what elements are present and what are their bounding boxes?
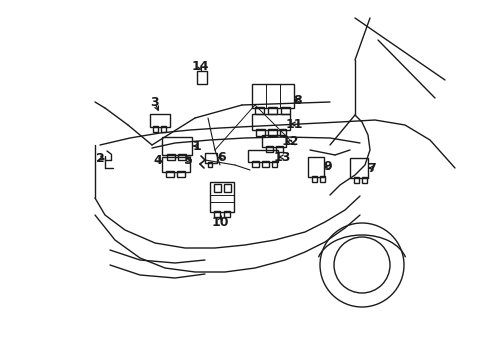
Text: 3: 3	[150, 96, 159, 109]
Bar	[267, 107, 276, 114]
Text: 7: 7	[367, 162, 376, 175]
Bar	[262, 135, 285, 147]
Text: 4: 4	[153, 153, 162, 166]
Bar	[214, 184, 221, 192]
Bar	[165, 171, 174, 177]
Text: 11: 11	[285, 117, 302, 130]
Bar	[265, 146, 272, 152]
Bar	[209, 182, 234, 212]
Bar	[262, 161, 268, 167]
Bar	[207, 162, 212, 167]
Bar	[178, 154, 185, 160]
Bar	[167, 154, 175, 160]
Text: 1: 1	[192, 139, 201, 153]
Bar	[256, 129, 264, 136]
Bar	[307, 157, 324, 177]
Bar	[251, 114, 289, 130]
Text: 12: 12	[281, 135, 298, 148]
Bar	[349, 158, 367, 178]
Bar	[254, 107, 264, 114]
Text: 10: 10	[211, 216, 228, 229]
Bar	[204, 153, 217, 163]
Bar	[275, 146, 283, 152]
Bar	[224, 184, 230, 192]
Bar	[214, 211, 220, 217]
Bar	[251, 84, 293, 108]
Bar	[150, 114, 170, 127]
Bar	[162, 137, 192, 155]
Bar	[267, 129, 276, 136]
Text: 13: 13	[273, 150, 290, 163]
Bar	[177, 171, 184, 177]
Bar	[271, 161, 276, 167]
Bar	[251, 161, 259, 167]
Bar	[361, 177, 366, 183]
Text: 6: 6	[217, 150, 226, 163]
Bar	[247, 150, 278, 162]
Bar	[224, 211, 229, 217]
Bar	[353, 177, 358, 183]
Text: 14: 14	[191, 60, 208, 73]
Bar	[153, 126, 158, 132]
Bar	[280, 129, 285, 136]
Bar	[281, 107, 289, 114]
Text: 9: 9	[323, 161, 332, 174]
Bar	[197, 71, 206, 84]
Text: 2: 2	[96, 152, 104, 165]
Text: 8: 8	[293, 94, 302, 107]
Bar	[319, 176, 325, 182]
Bar	[161, 126, 165, 132]
Bar	[311, 176, 316, 182]
Bar	[162, 157, 190, 172]
Text: 5: 5	[183, 153, 192, 166]
